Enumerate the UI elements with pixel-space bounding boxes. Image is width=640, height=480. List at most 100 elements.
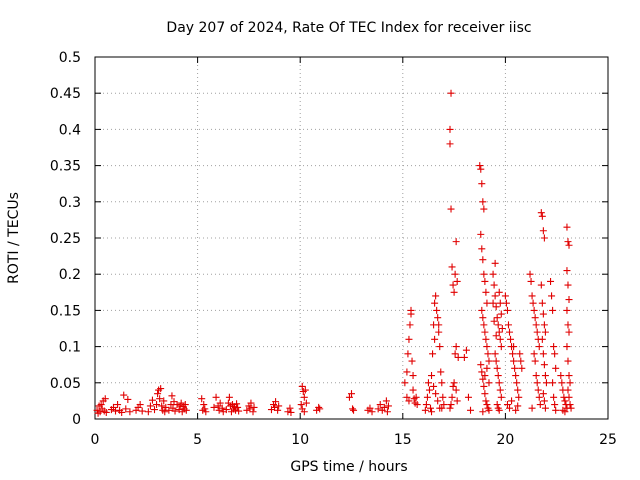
data-point xyxy=(501,292,509,300)
data-point xyxy=(539,350,547,358)
data-point xyxy=(531,314,539,322)
data-point xyxy=(539,227,547,235)
data-point xyxy=(493,314,501,322)
data-point xyxy=(564,281,572,289)
data-point xyxy=(446,404,454,412)
data-point xyxy=(449,382,457,390)
y-tick-labels: 0 0.05 0.1 0.15 0.2 0.25 0.3 0.35 0.4 0.45 0.5 xyxy=(50,50,81,428)
data-point xyxy=(564,386,572,394)
data-point xyxy=(533,379,541,387)
data-point xyxy=(563,223,571,231)
data-point xyxy=(479,408,487,416)
data-point xyxy=(484,350,492,358)
data-point xyxy=(481,390,489,398)
data-point xyxy=(566,401,574,409)
data-point xyxy=(452,386,460,394)
data-point xyxy=(495,288,503,296)
data-point xyxy=(408,357,416,365)
data-point xyxy=(434,397,442,405)
data-point xyxy=(120,391,128,399)
data-point xyxy=(427,404,435,412)
data-point xyxy=(550,343,558,351)
data-point xyxy=(549,306,557,314)
data-point xyxy=(429,350,437,358)
data-point xyxy=(503,306,511,314)
data-point xyxy=(502,299,510,307)
data-points xyxy=(93,89,575,417)
data-point xyxy=(503,401,511,409)
data-point xyxy=(504,321,512,329)
data-point xyxy=(431,299,439,307)
y-tick-label: 0.3 xyxy=(59,195,81,211)
data-point xyxy=(485,357,493,365)
data-point xyxy=(495,379,503,387)
data-point xyxy=(496,299,504,307)
data-point xyxy=(247,399,255,407)
data-point xyxy=(507,335,515,343)
data-point xyxy=(492,303,500,311)
grid-lines xyxy=(95,57,608,419)
data-point xyxy=(483,364,491,372)
data-point xyxy=(412,393,420,401)
data-point xyxy=(452,238,460,246)
data-point xyxy=(492,332,500,340)
data-point xyxy=(489,299,497,307)
data-point xyxy=(200,401,208,409)
data-point xyxy=(485,406,493,414)
x-tick-labels: 0 5 10 15 20 25 xyxy=(91,432,617,448)
data-point xyxy=(539,390,547,398)
data-point xyxy=(249,408,257,416)
data-point xyxy=(101,395,109,403)
x-tick-label: 5 xyxy=(193,432,202,448)
data-point xyxy=(243,406,251,414)
data-point xyxy=(272,398,280,406)
data-point xyxy=(451,350,459,358)
data-point xyxy=(460,353,468,361)
data-point xyxy=(234,403,242,411)
data-point xyxy=(376,401,384,409)
data-point xyxy=(421,406,429,414)
data-point xyxy=(450,288,458,296)
x-axis-label: GPS time / hours xyxy=(290,459,407,475)
data-point xyxy=(565,296,573,304)
data-point xyxy=(126,408,134,416)
data-point xyxy=(409,386,417,394)
data-point xyxy=(480,321,488,329)
data-point xyxy=(300,393,308,401)
data-point xyxy=(552,364,560,372)
data-point xyxy=(514,402,522,410)
data-point xyxy=(564,357,572,365)
data-point xyxy=(497,310,505,318)
data-point xyxy=(489,270,497,278)
data-point xyxy=(491,292,499,300)
y-tick-label: 0 xyxy=(72,412,81,428)
data-point xyxy=(144,408,152,416)
data-point xyxy=(434,314,442,322)
data-point xyxy=(540,234,548,242)
data-point xyxy=(477,230,485,238)
y-tick-label: 0.15 xyxy=(50,303,81,319)
data-point xyxy=(478,368,486,376)
data-point xyxy=(492,357,500,365)
data-point xyxy=(464,393,472,401)
data-point xyxy=(537,209,545,217)
data-point xyxy=(182,406,190,414)
data-point xyxy=(302,399,310,407)
y-tick-label: 0.4 xyxy=(59,122,81,138)
data-point xyxy=(435,321,443,329)
data-point xyxy=(154,390,162,398)
data-point xyxy=(557,372,565,380)
data-point xyxy=(438,379,446,387)
data-point xyxy=(530,350,538,358)
data-point xyxy=(349,405,357,413)
data-point xyxy=(512,406,520,414)
data-point xyxy=(435,328,443,336)
data-point xyxy=(401,379,409,387)
data-point xyxy=(490,281,498,289)
data-point xyxy=(540,397,548,405)
data-point xyxy=(483,401,491,409)
data-point xyxy=(476,162,484,170)
data-point xyxy=(403,368,411,376)
data-point xyxy=(114,401,122,409)
x-tick-label: 15 xyxy=(394,432,412,448)
